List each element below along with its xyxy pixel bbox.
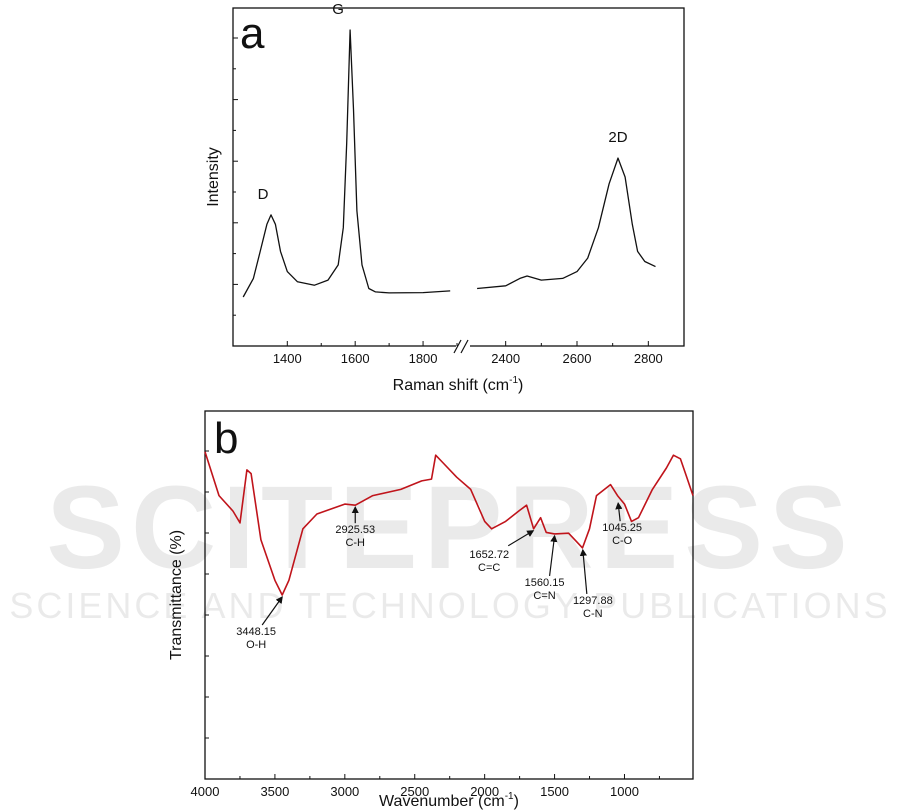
x-tick-label: 2400 [491,351,520,366]
peak-label-2d: 2D [608,129,627,146]
x-tick-label: 2000 [470,784,499,799]
x-tick-label: 1000 [610,784,639,799]
peak-label-g: G [332,1,344,18]
bond-label: C-N [583,608,603,620]
panel-label: a [240,9,265,58]
x-tick-label: 3000 [330,784,359,799]
raman-spectrum-line [242,29,451,298]
peak-wavenumber-label: 1045.25 [602,522,642,534]
x-tick-label: 2600 [563,351,592,366]
peak-wavenumber-label: 1652.72 [469,549,509,561]
x-tick-label: 2800 [634,351,663,366]
watermark-subtitle: SCIENCE AND TECHNOLOGY PUBLICATIONS [9,585,890,626]
bond-label: C=N [533,590,555,602]
x-tick-label: 1500 [540,784,569,799]
annotation-arrow [261,596,283,626]
peak-wavenumber-label: 3448.15 [236,626,276,638]
x-tick-label: 1800 [409,351,438,366]
x-tick-label: 2500 [400,784,429,799]
peak-wavenumber-label: 1297.88 [573,595,613,607]
x-tick-label: 4000 [191,784,220,799]
panel-label: b [214,414,238,463]
annotation-arrow [615,501,623,522]
peak-label-d: D [258,186,269,203]
annotation-arrow [507,530,535,547]
x-tick-label: 3500 [260,784,289,799]
peak-wavenumber-label: 2925.53 [335,524,375,536]
y-axis-title: Transmittance (%) [168,530,185,660]
bond-label: C-H [345,537,365,549]
plot-frame [204,410,694,780]
ftir-spectrum-line [204,451,694,596]
raman-spectrum-line [477,157,656,290]
watermark-title: SCITEPRESS [46,462,854,594]
raman-chart: a Intensity Raman shift (cm-1) 1400 1600 1… [205,1,685,394]
bond-label: C-O [612,535,633,547]
bond-label: C=C [478,562,500,574]
peak-wavenumber-label: 1560.15 [525,577,565,589]
axis-break-mark [453,339,470,354]
watermark: SCITEPRESS SCIENCE AND TECHNOLOGY PUBLIC… [9,462,890,626]
ftir-chart: b Transmittance (%) Wavenumber (cm-1) 40… [168,410,694,810]
annotation-arrow [548,534,558,576]
x-tick-label: 1600 [341,351,370,366]
bond-label: O-H [246,639,266,651]
plot-frame [232,7,685,347]
annotation-arrow [579,548,588,594]
x-axis-title: Raman shift (cm-1) [393,375,524,394]
x-axis-title: Wavenumber (cm-1) [379,791,519,810]
x-tick-label: 1400 [273,351,302,366]
y-axis-title: Intensity [205,147,222,207]
